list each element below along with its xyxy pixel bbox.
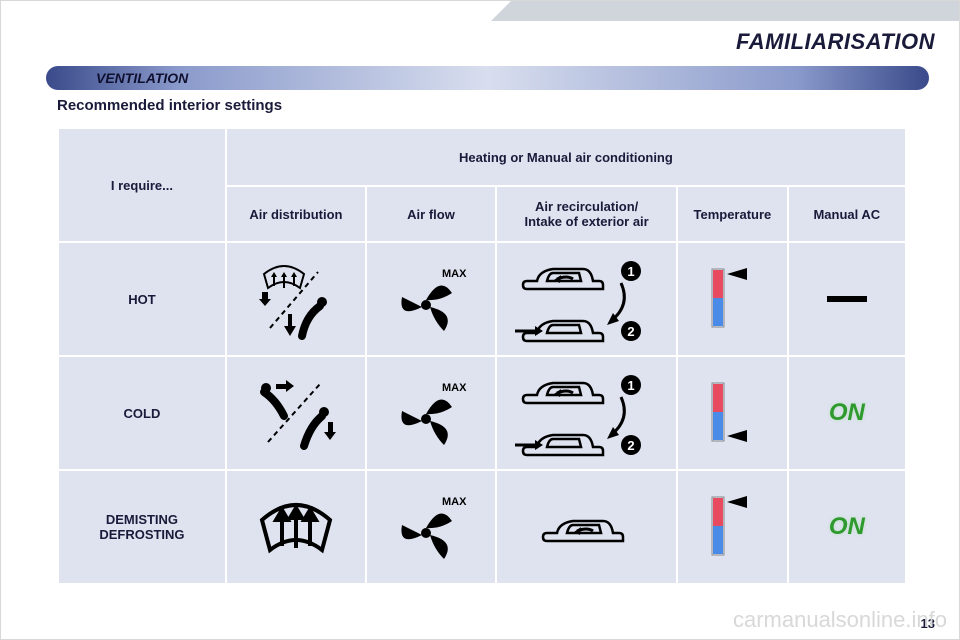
cell-cold-flow: MAX <box>367 357 495 469</box>
cell-cold-ac: ON <box>789 357 905 469</box>
section-pill: VENTILATION <box>46 66 929 90</box>
header-air-recirculation: Air recirculation/ Intake of exterior ai… <box>497 187 676 241</box>
windscreen-only-icon <box>246 484 346 570</box>
page: FAMILIARISATION VENTILATION Recommended … <box>0 0 960 640</box>
header-require: I require... <box>59 129 225 241</box>
windscreen-feet-split-icon <box>246 256 346 342</box>
face-feet-split-icon <box>246 370 346 456</box>
cell-hot-recirc: 1 2 <box>497 243 676 355</box>
subtitle: Recommended interior settings <box>57 97 282 114</box>
cell-demist-dist <box>227 471 365 583</box>
svg-text:2: 2 <box>627 438 634 453</box>
recirc-switch-icon: 1 2 <box>507 249 667 349</box>
ac-on-label: ON <box>829 399 865 427</box>
svg-text:MAX: MAX <box>442 496 467 508</box>
header-air-distribution: Air distribution <box>227 187 365 241</box>
row-cold: COLD <box>59 357 905 469</box>
svg-text:2: 2 <box>627 324 634 339</box>
cell-demist-temp <box>678 471 786 583</box>
label-cold: COLD <box>59 357 225 469</box>
cell-demist-recirc <box>497 471 676 583</box>
svg-text:1: 1 <box>627 264 634 279</box>
header-temperature: Temperature <box>678 187 786 241</box>
cell-cold-recirc: 1 2 <box>497 357 676 469</box>
settings-table: I require... Heating or Manual air condi… <box>57 127 907 585</box>
cell-hot-temp <box>678 243 786 355</box>
temp-gauge-hot-icon <box>697 256 767 342</box>
temp-gauge-cold-icon <box>697 370 767 456</box>
svg-text:1: 1 <box>627 378 634 393</box>
fan-max-icon: MAX <box>386 259 476 339</box>
watermark: carmanualsonline.info <box>733 607 947 633</box>
svg-text:MAX: MAX <box>442 268 467 280</box>
recirc-switch-icon: 1 2 <box>507 363 667 463</box>
row-hot: HOT <box>59 243 905 355</box>
recirc-single-icon <box>527 497 647 557</box>
label-demist: DEMISTING DEFROSTING <box>59 471 225 583</box>
fan-max-icon: MAX <box>386 487 476 567</box>
cell-cold-temp <box>678 357 786 469</box>
cell-hot-flow: MAX <box>367 243 495 355</box>
header-group: Heating or Manual air conditioning <box>227 129 905 185</box>
cell-hot-dist <box>227 243 365 355</box>
temp-gauge-hot-icon <box>697 484 767 570</box>
section-title: VENTILATION <box>96 70 188 86</box>
cell-hot-ac <box>789 243 905 355</box>
header-accent-bar <box>1 1 959 21</box>
header-air-flow: Air flow <box>367 187 495 241</box>
svg-text:MAX: MAX <box>442 382 467 394</box>
fan-max-icon: MAX <box>386 373 476 453</box>
row-demist: DEMISTING DEFROSTING <box>59 471 905 583</box>
cell-cold-dist <box>227 357 365 469</box>
ac-off-dash-icon <box>827 296 867 302</box>
ac-on-label: ON <box>829 513 865 541</box>
page-title: FAMILIARISATION <box>736 29 935 55</box>
cell-demist-flow: MAX <box>367 471 495 583</box>
cell-demist-ac: ON <box>789 471 905 583</box>
header-manual-ac: Manual AC <box>789 187 905 241</box>
label-hot: HOT <box>59 243 225 355</box>
